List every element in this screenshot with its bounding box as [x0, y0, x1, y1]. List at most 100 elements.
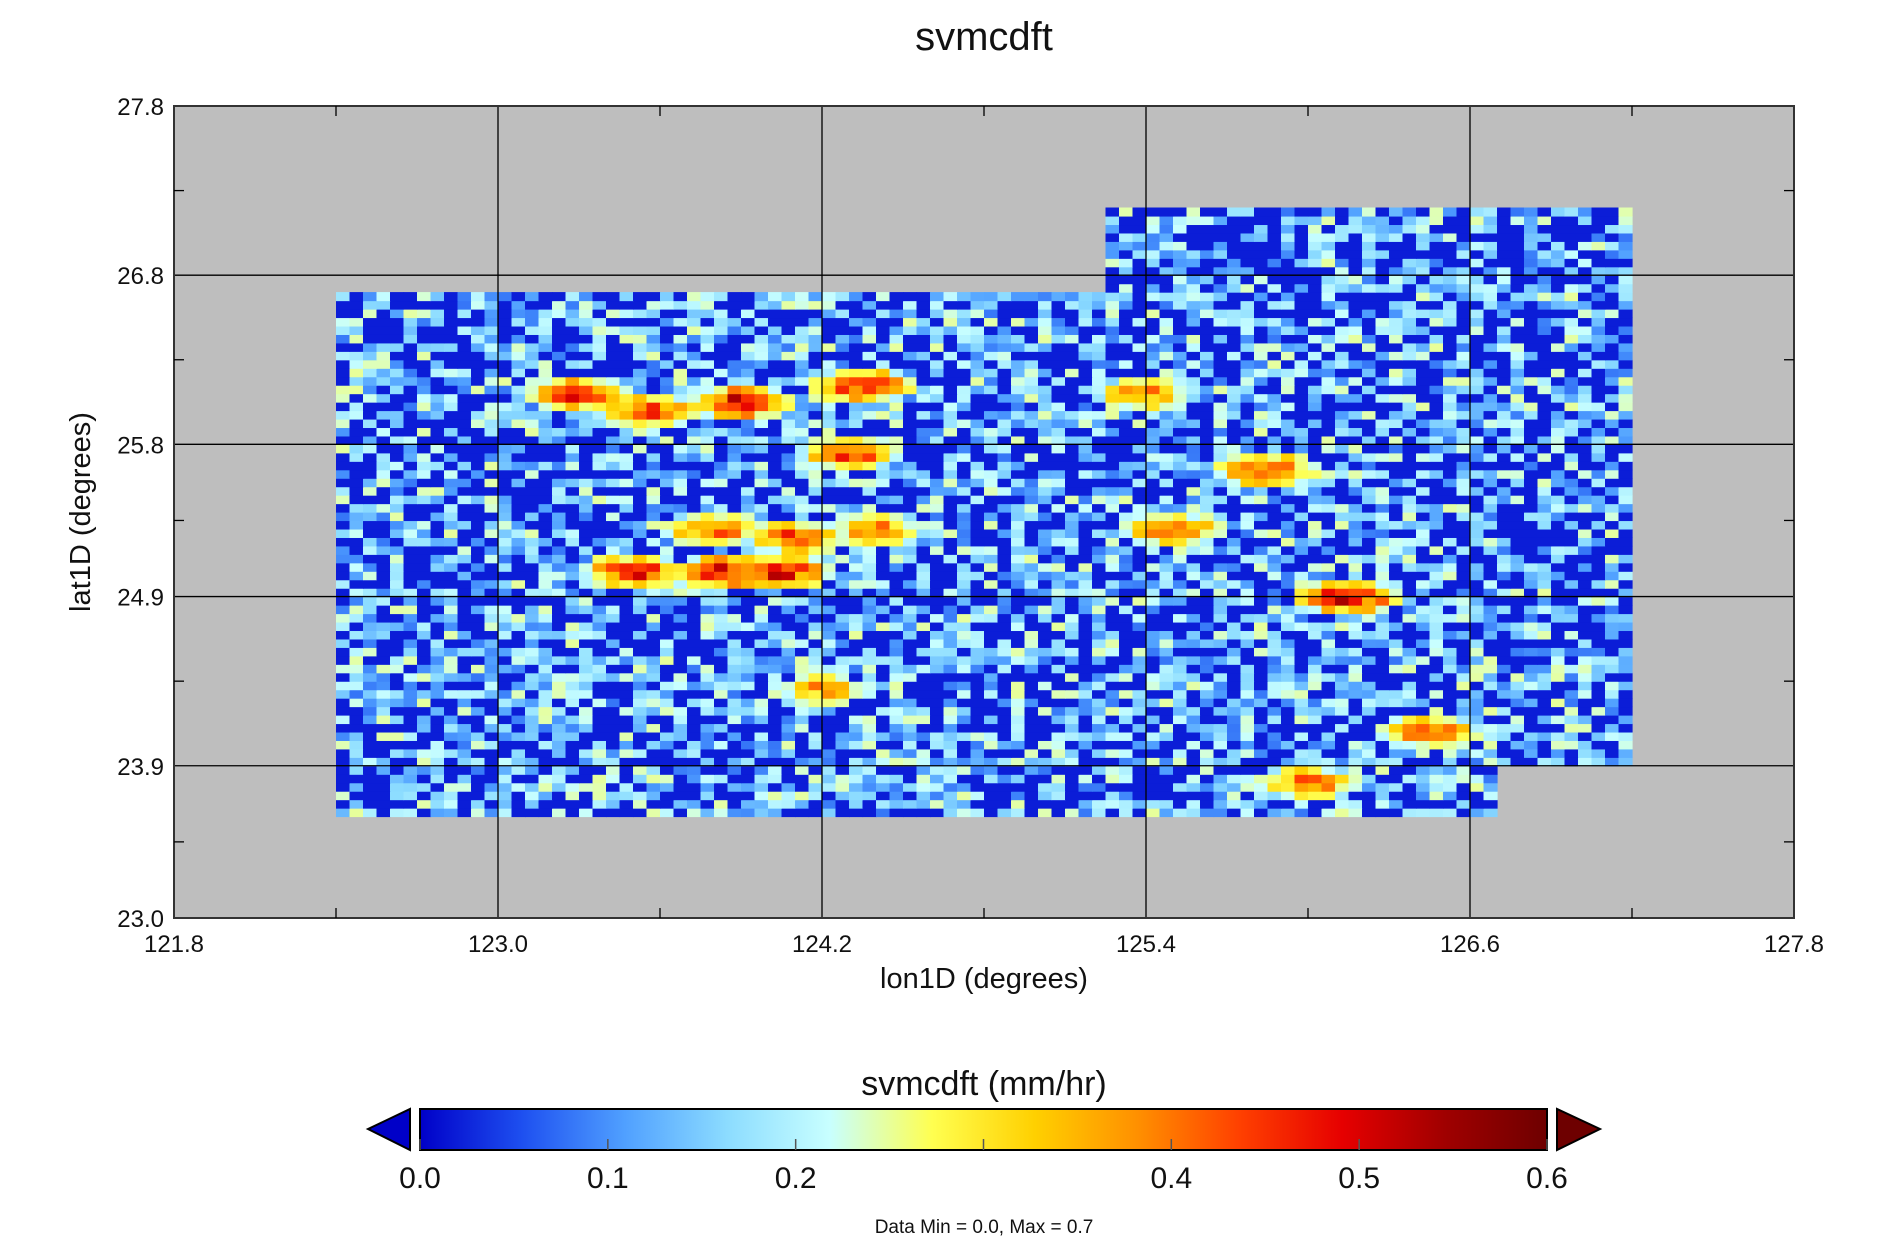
- heatmap-cell: [1281, 664, 1296, 674]
- heatmap-cell: [1470, 799, 1485, 809]
- heatmap-cell: [1375, 554, 1390, 564]
- heatmap-cell: [1294, 782, 1309, 792]
- heatmap-cell: [1470, 621, 1485, 632]
- heatmap-cell: [1105, 444, 1120, 454]
- heatmap-cell: [1348, 630, 1363, 640]
- heatmap-cell: [1281, 562, 1296, 572]
- heatmap-cell: [1389, 706, 1404, 716]
- heatmap-cell: [1105, 731, 1120, 741]
- heatmap-cell: [1605, 486, 1620, 496]
- heatmap-cell: [538, 672, 553, 682]
- heatmap-cell: [363, 495, 378, 505]
- heatmap-cell: [498, 503, 513, 513]
- heatmap-cell: [484, 503, 499, 513]
- heatmap-cell: [1335, 376, 1350, 386]
- heatmap-cell: [1092, 630, 1107, 640]
- heatmap-cell: [1213, 664, 1228, 674]
- heatmap-cell: [1470, 571, 1485, 581]
- heatmap-cell: [741, 512, 756, 522]
- heatmap-cell: [579, 554, 594, 564]
- heatmap-cell: [1065, 799, 1080, 809]
- heatmap-cell: [727, 706, 742, 716]
- heatmap-cell: [1294, 689, 1309, 699]
- heatmap-cell: [714, 723, 729, 733]
- heatmap-cell: [1038, 630, 1053, 640]
- heatmap-cell: [781, 495, 796, 505]
- heatmap-cell: [1173, 495, 1188, 505]
- heatmap-cell: [417, 545, 432, 555]
- heatmap-cell: [1524, 376, 1539, 386]
- heatmap-cell: [822, 537, 837, 547]
- heatmap-cell: [1497, 655, 1512, 665]
- heatmap-cell: [768, 579, 783, 589]
- heatmap-cell: [457, 528, 472, 538]
- heatmap-cell: [768, 545, 783, 555]
- heatmap-cell: [511, 495, 526, 505]
- heatmap-cell: [1105, 706, 1120, 716]
- heatmap-cell: [592, 503, 607, 513]
- heatmap-cell: [538, 571, 553, 581]
- heatmap-cell: [511, 715, 526, 725]
- heatmap-cell: [754, 740, 769, 750]
- heatmap-cell: [1281, 605, 1296, 615]
- heatmap-cell: [484, 461, 499, 471]
- heatmap-cell: [1159, 368, 1174, 378]
- heatmap-cell: [984, 757, 999, 767]
- heatmap-cell: [1078, 731, 1093, 741]
- heatmap-cell: [1564, 545, 1579, 555]
- heatmap-cell: [1213, 723, 1228, 733]
- heatmap-cell: [498, 774, 513, 784]
- heatmap-cell: [336, 791, 351, 801]
- heatmap-cell: [1429, 385, 1444, 395]
- heatmap-cell: [673, 655, 688, 665]
- heatmap-cell: [1213, 486, 1228, 496]
- heatmap-cell: [741, 808, 756, 818]
- heatmap-cell: [552, 469, 567, 479]
- heatmap-cell: [1497, 689, 1512, 699]
- heatmap-cell: [903, 469, 918, 479]
- heatmap-cell: [619, 410, 634, 420]
- heatmap-cell: [592, 512, 607, 522]
- heatmap-cell: [525, 681, 540, 691]
- heatmap-cell: [1105, 638, 1120, 648]
- heatmap-cell: [700, 478, 715, 488]
- heatmap-cell: [633, 503, 648, 513]
- heatmap-cell: [390, 605, 405, 615]
- heatmap-cell: [1321, 613, 1336, 623]
- heatmap-cell: [930, 672, 945, 682]
- heatmap-cell: [444, 571, 459, 581]
- heatmap-cell: [1524, 647, 1539, 657]
- heatmap-cell: [1308, 689, 1323, 699]
- heatmap-cell: [511, 503, 526, 513]
- heatmap-cell: [1564, 562, 1579, 572]
- heatmap-cell: [417, 774, 432, 784]
- heatmap-cell: [511, 520, 526, 530]
- heatmap-cell: [930, 562, 945, 572]
- heatmap-cell: [1348, 469, 1363, 479]
- heatmap-cell: [1092, 486, 1107, 496]
- heatmap-cell: [1564, 681, 1579, 691]
- heatmap-cell: [1470, 706, 1485, 716]
- heatmap-cell: [1024, 495, 1039, 505]
- heatmap-cell: [1335, 444, 1350, 454]
- heatmap-cell: [1011, 562, 1026, 572]
- heatmap-cell: [1105, 452, 1120, 462]
- heatmap-cell: [565, 469, 580, 479]
- heatmap-cell: [444, 638, 459, 648]
- heatmap-cell: [970, 554, 985, 564]
- heatmap-cell: [1443, 613, 1458, 623]
- heatmap-cell: [1186, 808, 1201, 818]
- heatmap-cell: [457, 368, 472, 378]
- heatmap-cell: [1213, 435, 1228, 445]
- heatmap-cell: [930, 698, 945, 708]
- heatmap-cell: [1605, 706, 1620, 716]
- heatmap-cell: [1308, 740, 1323, 750]
- heatmap-cell: [1267, 757, 1282, 767]
- heatmap-cell: [1335, 731, 1350, 741]
- heatmap-cell: [336, 706, 351, 716]
- heatmap-cell: [565, 385, 580, 395]
- heatmap-cell: [1497, 647, 1512, 657]
- heatmap-cell: [471, 799, 486, 809]
- heatmap-cell: [1362, 748, 1377, 758]
- heatmap-cell: [1321, 681, 1336, 691]
